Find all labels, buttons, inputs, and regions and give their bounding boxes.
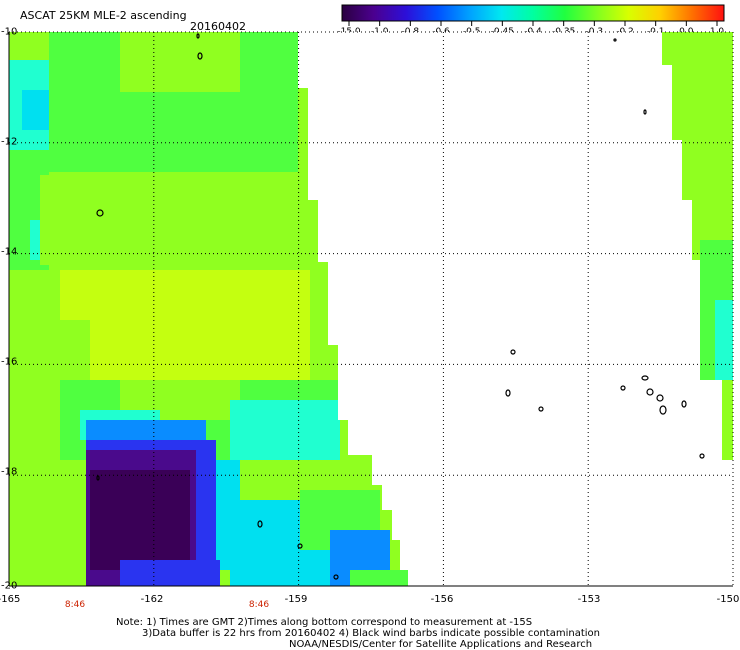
island-outline xyxy=(538,406,544,412)
island-outline xyxy=(96,475,100,481)
swath-east-cell xyxy=(715,300,733,380)
island-outline xyxy=(646,388,654,396)
swath-cell xyxy=(60,320,90,380)
swath-cell xyxy=(120,32,240,92)
swath-cell xyxy=(120,560,220,586)
swath-cell xyxy=(60,270,310,380)
product-title: ASCAT 25KM MLE-2 ascending xyxy=(20,9,187,22)
island-outline xyxy=(96,209,104,217)
colorbar xyxy=(341,4,725,26)
island-outline xyxy=(196,33,200,39)
lon-label-150: -150 xyxy=(716,594,740,605)
swath-east xyxy=(662,32,733,586)
swath-west xyxy=(9,32,740,586)
time-label-1: 8:46 xyxy=(64,600,86,610)
swath-cell xyxy=(350,570,408,586)
swath-cell xyxy=(40,175,240,265)
footer-note-line1: Note: 1) Times are GMT 2)Times along bot… xyxy=(116,617,533,628)
islands xyxy=(96,33,705,580)
lat-label-12: -12 xyxy=(1,136,18,148)
swath-cell xyxy=(196,500,216,560)
lat-label-10: -10 xyxy=(1,26,18,38)
island-outline xyxy=(656,394,664,402)
swath-cell xyxy=(22,90,52,130)
island-outline xyxy=(620,385,626,391)
lon-label-156: -156 xyxy=(430,594,454,605)
island-outline xyxy=(681,400,687,408)
swath-east-base xyxy=(662,32,733,586)
swath-cell xyxy=(230,400,340,460)
footer-note-line2: 3)Data buffer is 22 hrs from 20160402 4)… xyxy=(142,628,600,639)
lon-label-165: -165 xyxy=(0,594,21,605)
lon-label-159: -159 xyxy=(284,594,308,605)
island-outline xyxy=(297,543,303,549)
island-outline xyxy=(510,349,516,355)
island-outline xyxy=(659,405,667,415)
product-date: 20160402 xyxy=(190,20,246,33)
graticule xyxy=(9,31,733,586)
lat-label-16: -16 xyxy=(1,356,18,368)
island-outline xyxy=(613,38,617,42)
lon-label-162: -162 xyxy=(140,594,164,605)
island-outline xyxy=(641,375,649,381)
swath-west-clip xyxy=(298,32,740,586)
swath-cell xyxy=(90,470,190,570)
footer-credit: NOAA/NESDIS/Center for Satellite Applica… xyxy=(289,639,593,650)
island-outline xyxy=(643,109,647,115)
lat-label-18: -18 xyxy=(1,466,18,478)
island-outline xyxy=(699,453,705,459)
time-label-2: 8:46 xyxy=(248,600,270,610)
island-outline xyxy=(333,574,339,580)
island-outline xyxy=(505,389,511,397)
lat-label-20: -20 xyxy=(1,580,18,592)
island-outline xyxy=(257,520,263,528)
lon-label-153: -153 xyxy=(577,594,601,605)
island-outline xyxy=(197,52,203,60)
lat-label-14: -14 xyxy=(1,246,18,258)
